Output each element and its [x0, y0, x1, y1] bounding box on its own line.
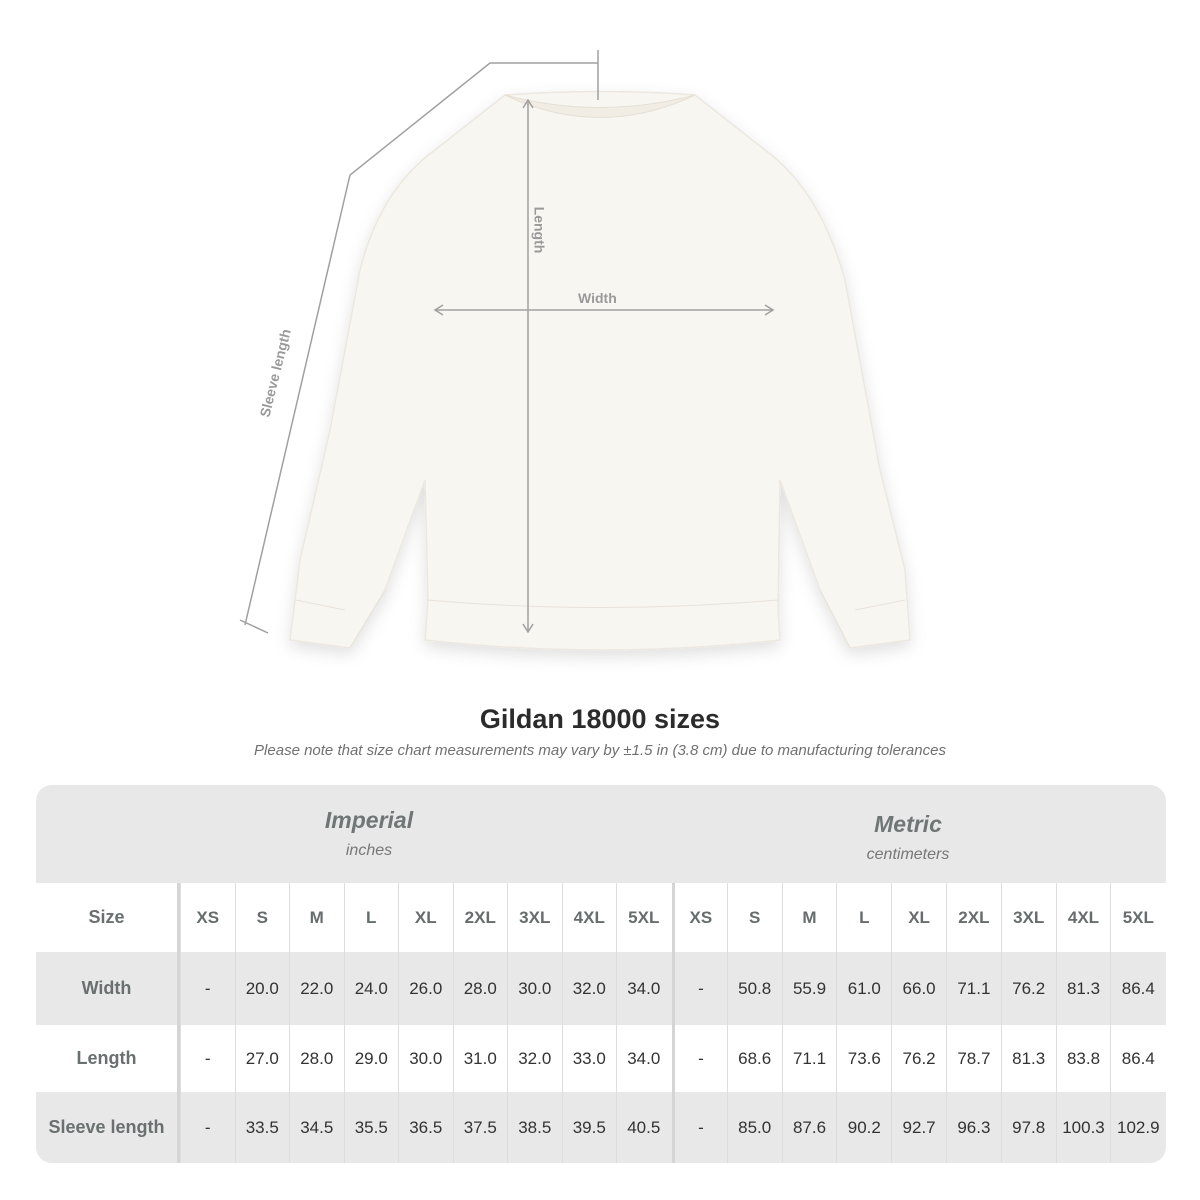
value-cell: 71.1: [946, 952, 1001, 1025]
size-header-cell: 3XL: [507, 883, 562, 952]
size-table: Imperial inches Metric centimeters Size XS S…: [36, 785, 1166, 1163]
width-label: Width: [578, 290, 617, 306]
value-cell: -: [672, 952, 727, 1025]
value-cell: 40.5: [616, 1092, 671, 1163]
value-cell: 26.0: [398, 952, 453, 1025]
row-label: Width: [36, 952, 180, 1025]
value-cell: 85.0: [726, 1092, 782, 1163]
value-cell: 78.7: [946, 1025, 1001, 1092]
value-cell: 73.6: [836, 1025, 891, 1092]
value-cell: -: [672, 1092, 727, 1163]
size-header-cell: 3XL: [1000, 883, 1056, 952]
size-header-cell: 5XL: [616, 883, 671, 952]
value-cell: 34.0: [616, 1025, 671, 1092]
value-cell: 33.0: [561, 1025, 617, 1092]
table-row: Length -27.0 28.0 29.0 30.0 31.0 32.0 33.0 34.0-…: [36, 1025, 1166, 1092]
value-cell: 36.5: [398, 1092, 453, 1163]
value-cell: 34.5: [289, 1092, 344, 1163]
length-label: Length: [531, 206, 548, 254]
metric-unit: centimeters: [866, 846, 950, 863]
value-cell: 39.5: [561, 1092, 617, 1163]
size-header-cell: 4XL: [561, 883, 617, 952]
value-cell: 81.3: [1000, 1025, 1056, 1092]
value-cell: 86.4: [1110, 1025, 1165, 1092]
value-cell: 32.0: [561, 952, 617, 1025]
value-cell: 27.0: [234, 1025, 290, 1092]
value-cell: 28.0: [452, 952, 508, 1025]
measurement-lines: [239, 50, 775, 634]
size-header-cell: 2XL: [946, 883, 1001, 952]
value-cell: 29.0: [343, 1025, 399, 1092]
value-cell: 32.0: [507, 1025, 562, 1092]
row-label: Size: [36, 883, 180, 952]
value-cell: 87.6: [781, 1092, 837, 1163]
value-cell: 86.4: [1110, 952, 1165, 1025]
value-cell: 90.2: [836, 1092, 891, 1163]
sweatshirt-diagram: [239, 50, 911, 651]
unit-header: Imperial inches Metric centimeters: [36, 785, 1166, 883]
value-cell: 34.0: [616, 952, 671, 1025]
size-header-cell: S: [234, 883, 290, 952]
size-header-row: Size XS S M L XL 2XL 3XL 4XL 5XL XS S M L XL 2XL 3XL 4XL 5…: [36, 883, 1166, 952]
row-label: Sleeve length: [36, 1092, 180, 1163]
value-cell: 33.5: [234, 1092, 290, 1163]
size-header-cell: XL: [891, 883, 946, 952]
value-cell: 30.0: [398, 1025, 453, 1092]
value-cell: -: [180, 952, 235, 1025]
size-header-cell: XS: [180, 883, 235, 952]
value-cell: 31.0: [452, 1025, 508, 1092]
size-header-cell: S: [726, 883, 782, 952]
value-cell: 50.8: [726, 952, 782, 1025]
value-cell: 55.9: [781, 952, 837, 1025]
size-header-cell: M: [781, 883, 837, 952]
value-cell: 20.0: [234, 952, 290, 1025]
value-cell: 83.8: [1055, 1025, 1111, 1092]
value-cell: 76.2: [1000, 952, 1056, 1025]
value-cell: -: [180, 1025, 235, 1092]
size-header-cell: L: [836, 883, 891, 952]
value-cell: 71.1: [781, 1025, 837, 1092]
value-cell: 35.5: [343, 1092, 399, 1163]
value-cell: 68.6: [726, 1025, 782, 1092]
value-cell: -: [180, 1092, 235, 1163]
metric-header: Metric centimeters: [758, 811, 1058, 864]
imperial-title: Imperial: [324, 807, 414, 833]
value-cell: 30.0: [507, 952, 562, 1025]
size-header-cell: M: [289, 883, 344, 952]
imperial-header: Imperial inches: [219, 807, 519, 860]
value-cell: 100.3: [1055, 1092, 1111, 1163]
value-cell: 37.5: [452, 1092, 508, 1163]
value-cell: 76.2: [891, 1025, 946, 1092]
value-cell: 61.0: [836, 952, 891, 1025]
value-cell: 96.3: [946, 1092, 1001, 1163]
value-cell: 81.3: [1055, 952, 1111, 1025]
metric-title: Metric: [874, 811, 942, 837]
table-row: Width -20.0 22.0 24.0 26.0 28.0 30.0 32.0 34.0-5…: [36, 952, 1166, 1025]
value-cell: 28.0: [289, 1025, 344, 1092]
row-label: Length: [36, 1025, 180, 1092]
table-row: Sleeve length -33.5 34.5 35.5 36.5 37.5 38.5 39…: [36, 1092, 1166, 1163]
tolerance-note: Please note that size chart measurements…: [254, 742, 946, 759]
size-header-cell: XL: [398, 883, 453, 952]
value-cell: 38.5: [507, 1092, 562, 1163]
size-header-cell: 5XL: [1110, 883, 1165, 952]
value-cell: 92.7: [891, 1092, 946, 1163]
value-cell: 66.0: [891, 952, 946, 1025]
size-header-cell: XS: [672, 883, 727, 952]
value-cell: -: [672, 1025, 727, 1092]
value-cell: 22.0: [289, 952, 344, 1025]
size-header-cell: L: [343, 883, 399, 952]
sweatshirt-image: [289, 90, 911, 651]
value-cell: 97.8: [1000, 1092, 1056, 1163]
page-title: Gildan 18000 sizes: [479, 704, 721, 734]
size-header-cell: 2XL: [452, 883, 508, 952]
imperial-unit: inches: [345, 842, 393, 859]
value-cell: 102.9: [1110, 1092, 1165, 1163]
value-cell: 24.0: [343, 952, 399, 1025]
size-header-cell: 4XL: [1055, 883, 1111, 952]
